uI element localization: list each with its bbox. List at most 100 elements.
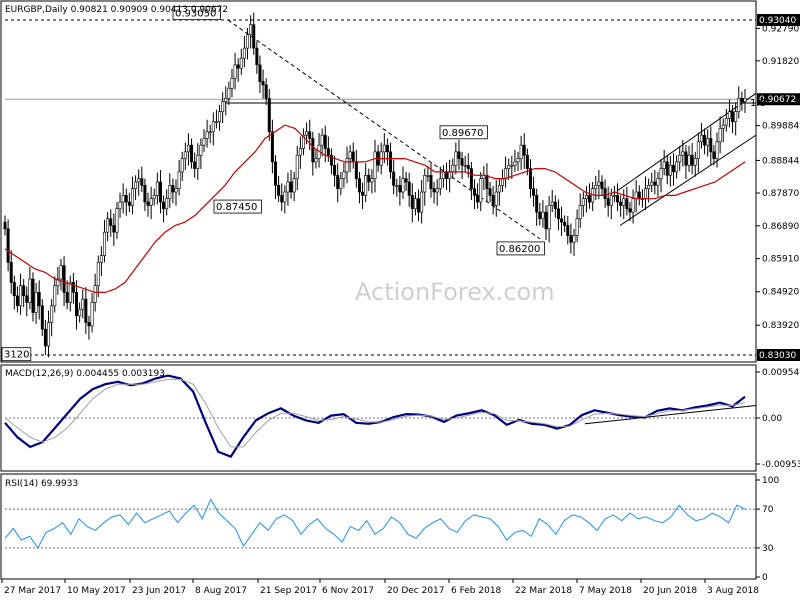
macd-trendline [584, 404, 757, 425]
candle-body [612, 195, 616, 197]
candle-body [339, 178, 343, 189]
candle-body [348, 151, 352, 159]
candle-body [342, 171, 346, 179]
candle-body [93, 285, 97, 303]
candle-body [709, 138, 713, 153]
candle-body [494, 191, 498, 206]
candle-body [544, 211, 548, 230]
candle-body [246, 34, 250, 49]
candle-body [479, 178, 483, 203]
guide-lines [5, 19, 757, 549]
annotation-label: 0.86200 [499, 244, 540, 255]
candle-body [196, 154, 200, 169]
candle-body [451, 164, 455, 173]
candle-body [15, 295, 19, 307]
candle-body [656, 178, 660, 186]
y-tick-label: 0.89884 [762, 122, 799, 132]
candle-body [3, 221, 7, 230]
candle-body [401, 178, 405, 193]
candle-body [267, 98, 271, 133]
candle-body [634, 191, 638, 200]
candle-body [31, 278, 35, 313]
candle-body [703, 134, 707, 146]
candle-body [84, 298, 88, 323]
candle-body [413, 198, 417, 210]
candle-body [731, 111, 735, 123]
candle-body [286, 181, 290, 193]
candle-body [218, 111, 222, 123]
candle-body [659, 168, 663, 179]
candle-body [12, 282, 16, 297]
candle-body [566, 225, 570, 236]
candle-body [68, 282, 72, 303]
candle-body [472, 188, 476, 196]
y-tick-label: 0.87870 [762, 189, 799, 199]
candle-body [333, 164, 337, 176]
candle-body [140, 178, 144, 186]
candle-body [370, 178, 374, 183]
candle-body [205, 131, 209, 139]
candle-body [485, 174, 489, 189]
candle-body [214, 121, 218, 124]
candle-body [628, 208, 632, 213]
annotation-box [1, 347, 32, 362]
candle-body [647, 185, 651, 189]
candle-body [249, 24, 253, 36]
candle-body [516, 158, 520, 163]
candle-body [34, 292, 38, 313]
candle-body [507, 164, 511, 169]
candle-body [373, 151, 377, 179]
candle-body [488, 188, 492, 196]
candle-body [429, 174, 433, 189]
x-tick-label: 10 May 2017 [67, 586, 126, 596]
candle-body [734, 111, 738, 123]
candle-body [532, 188, 536, 196]
candle-body [575, 218, 579, 236]
rsi-panel-frame [0, 473, 757, 580]
candle-body [283, 191, 287, 203]
candle-body [609, 195, 613, 206]
price-panel-frame [0, 0, 757, 363]
candle-body [616, 195, 620, 203]
x-tick-label: 6 Nov 2017 [322, 586, 374, 596]
candle-body [426, 174, 430, 177]
candle-body [96, 261, 100, 287]
candle-body [106, 218, 110, 233]
candle-body [75, 292, 79, 317]
rsi-y-label: 30 [762, 544, 774, 554]
candle-body [525, 154, 529, 169]
candle-body [563, 221, 567, 226]
candle-body [441, 171, 445, 179]
candle-body [109, 218, 113, 226]
moving-average [4, 124, 746, 293]
y-tick-label: 0.91820 [762, 57, 799, 67]
candle-body [528, 168, 532, 189]
annotation-box [496, 241, 545, 256]
candle-body [115, 208, 119, 233]
candle-body [699, 134, 703, 143]
candle-body [681, 151, 685, 156]
candle-body [497, 185, 501, 193]
candle-body [432, 188, 436, 193]
candle-body [385, 144, 389, 153]
candle-body [500, 178, 504, 186]
candle-body [177, 171, 181, 189]
candle-body [50, 305, 54, 323]
candle-body [460, 158, 464, 166]
candle-body [631, 198, 635, 213]
y-tick-label: 0.84920 [762, 288, 799, 298]
candle-body [572, 235, 576, 243]
candle-body [389, 151, 393, 173]
candle-body [137, 178, 141, 183]
candle-body [535, 195, 539, 213]
candle-body [152, 195, 156, 200]
candle-body [382, 144, 386, 153]
candle-body [274, 161, 278, 186]
candle-body [208, 131, 212, 134]
candle-body [513, 161, 517, 166]
price-tag: 0.83030 [759, 351, 796, 361]
candle-body [743, 98, 747, 102]
candle-body [162, 201, 166, 210]
candle-body [715, 141, 719, 159]
candle-body [706, 138, 710, 146]
